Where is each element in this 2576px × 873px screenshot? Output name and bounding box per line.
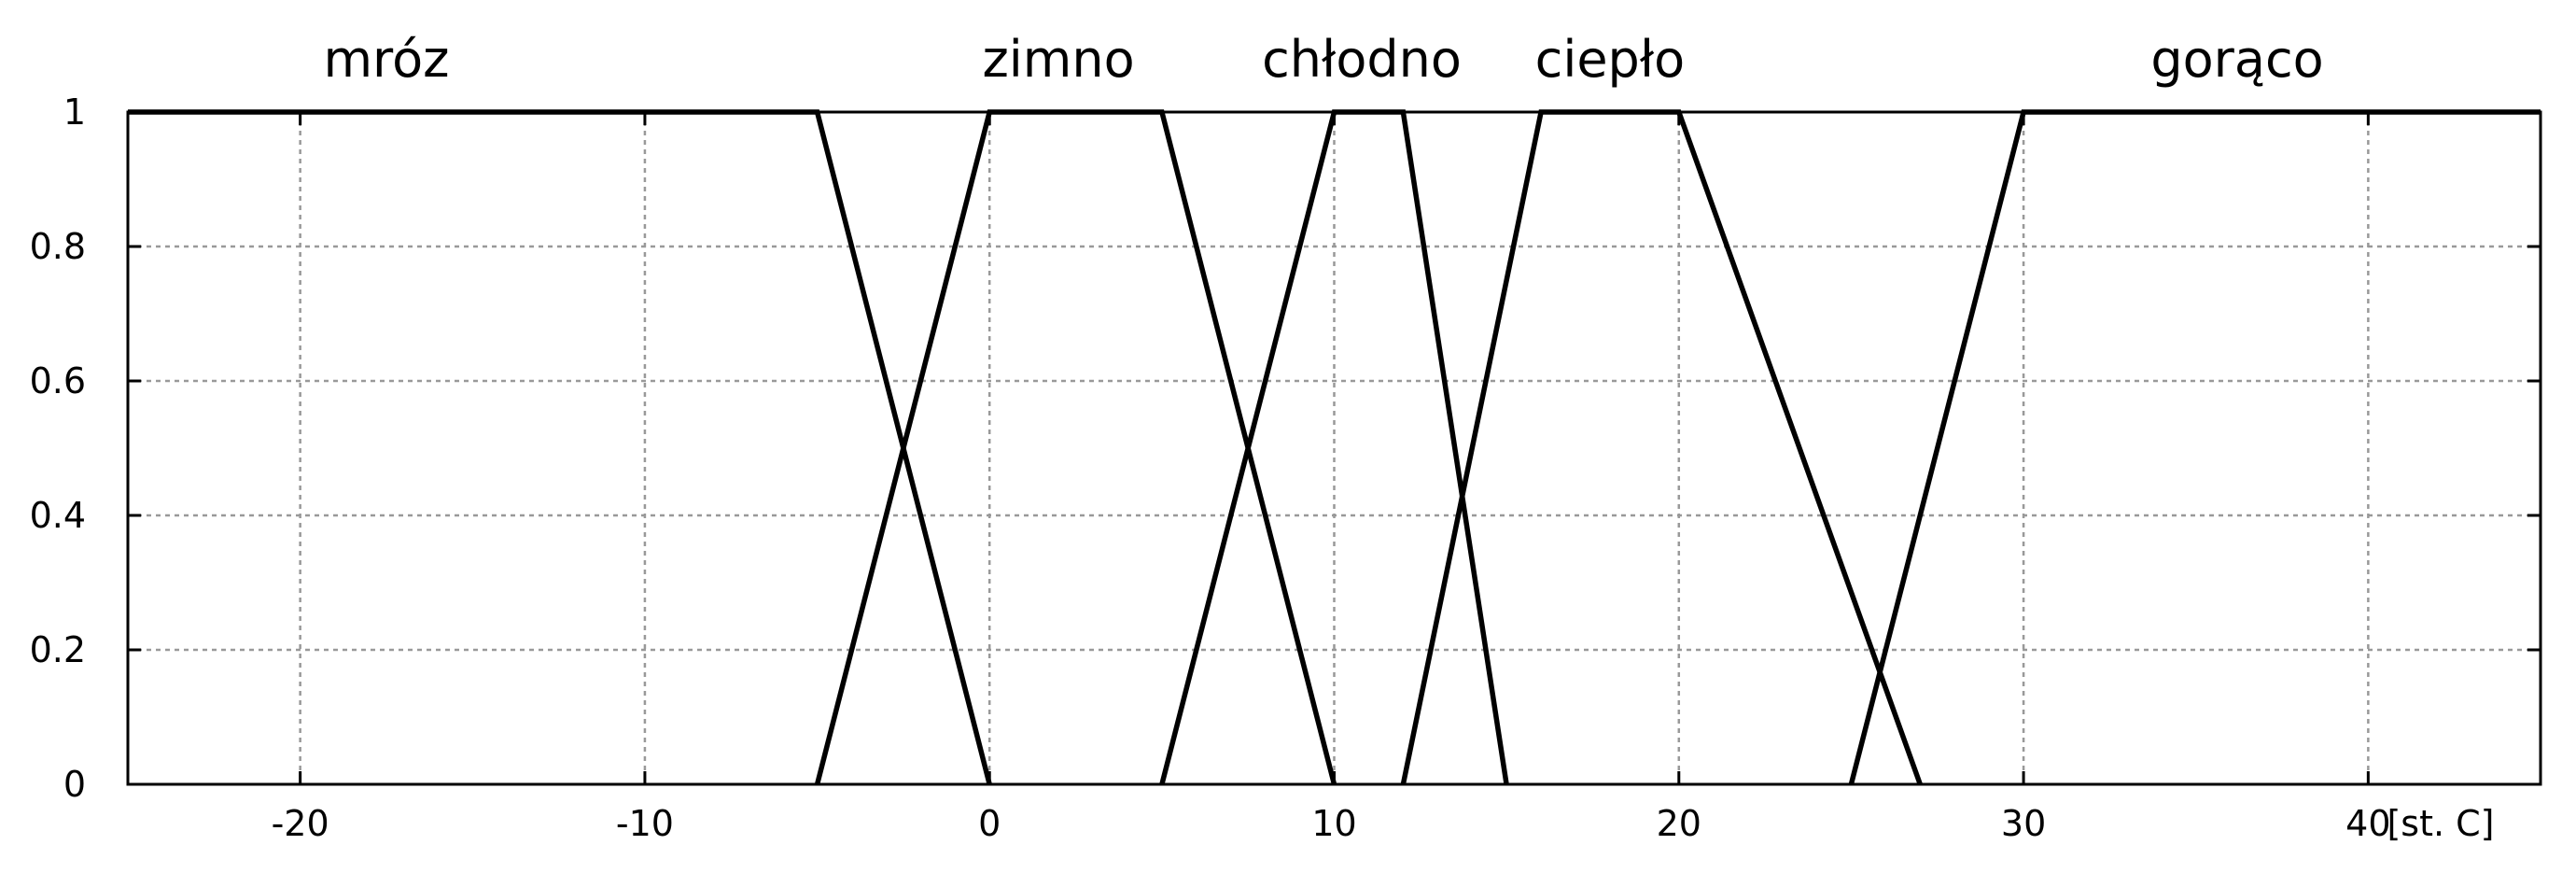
series-line bbox=[1400, 109, 1923, 785]
y-tick-label: 0.2 bbox=[30, 629, 86, 670]
x-tick-label: 30 bbox=[2001, 803, 2046, 844]
axis-ticks bbox=[128, 110, 2541, 786]
x-tick-labels: -20 -10 0 10 20 30 40 bbox=[272, 803, 2391, 844]
x-tick-label: 10 bbox=[1311, 803, 1356, 844]
y-tick-label: 0 bbox=[63, 764, 86, 805]
x-tick-label: -10 bbox=[616, 803, 674, 844]
series-name-label: zimno bbox=[982, 30, 1134, 89]
grid bbox=[128, 110, 2541, 784]
series-name-label: mróz bbox=[323, 30, 449, 89]
series-name-label: chłodno bbox=[1262, 30, 1462, 89]
y-tick-label: 1 bbox=[63, 92, 86, 133]
x-tick-label: 20 bbox=[1657, 803, 1701, 844]
x-tick-label: 0 bbox=[978, 803, 1001, 844]
y-tick-label: 0.4 bbox=[30, 495, 86, 536]
set-labels: mróz zimno chłodno ciepło gorąco bbox=[323, 30, 2323, 89]
y-tick-label: 0.8 bbox=[30, 226, 86, 267]
series-name-label: ciepło bbox=[1535, 30, 1686, 89]
x-axis-unit-label: [st. C] bbox=[2387, 803, 2494, 844]
y-tick-label: 0.6 bbox=[30, 360, 86, 401]
series-line bbox=[128, 109, 992, 785]
x-tick-label: 40 bbox=[2345, 803, 2390, 844]
x-tick-label: -20 bbox=[272, 803, 329, 844]
series-line bbox=[814, 109, 1337, 785]
series-line bbox=[1848, 109, 2541, 785]
series-name-label: gorąco bbox=[2150, 30, 2323, 89]
y-tick-labels: 0 0.2 0.4 0.6 0.8 1 bbox=[30, 92, 86, 805]
